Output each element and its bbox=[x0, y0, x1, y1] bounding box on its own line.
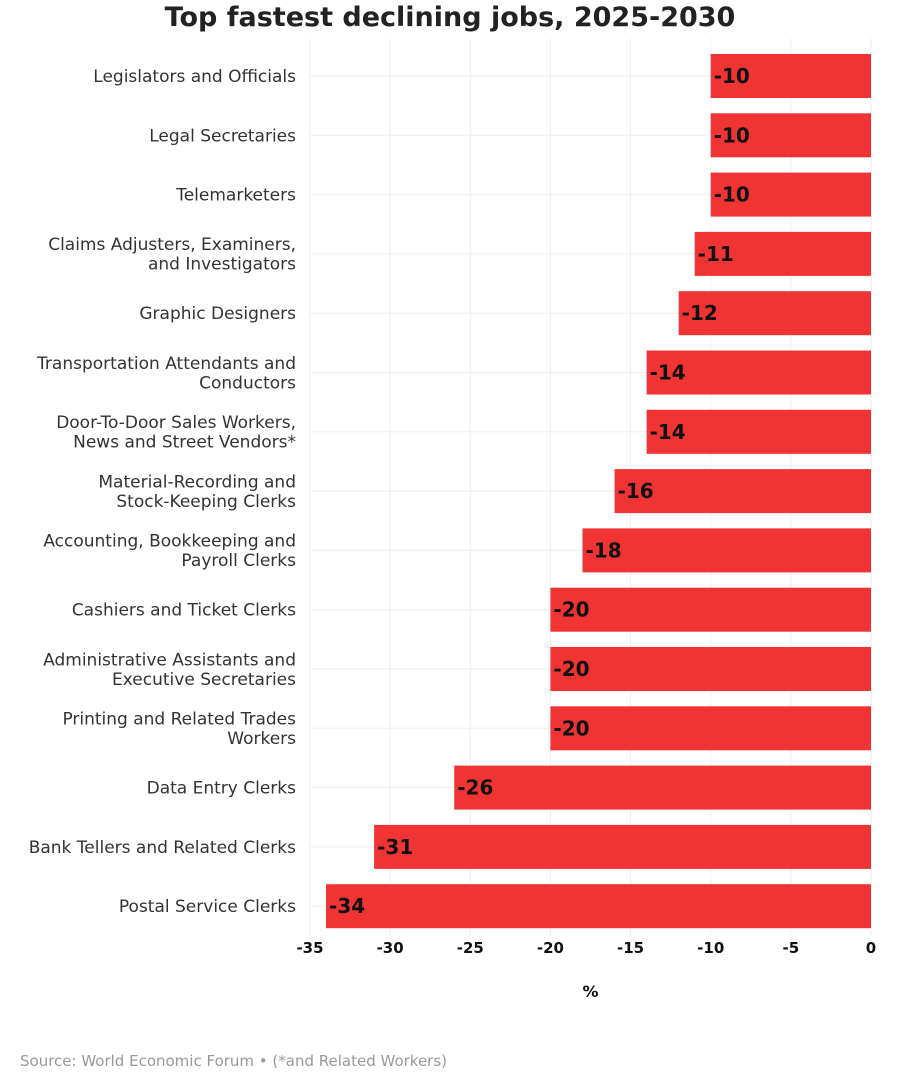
category-label: Bank Tellers and Related Clerks bbox=[29, 838, 296, 858]
bar bbox=[694, 231, 871, 276]
data-label: -16 bbox=[618, 479, 654, 503]
data-label: -12 bbox=[682, 301, 718, 325]
bar bbox=[646, 350, 871, 395]
x-tick-label: -25 bbox=[457, 939, 484, 957]
category-label: Legislators and Officials bbox=[93, 67, 296, 87]
category-label: Claims Adjusters, Examiners, and Investig… bbox=[48, 235, 296, 275]
category-label: Telemarketers bbox=[175, 186, 296, 206]
data-label: -31 bbox=[377, 835, 413, 859]
data-label: -20 bbox=[553, 598, 589, 622]
category-label: Transportation Attendants and Conductors bbox=[36, 354, 296, 394]
category-label: Data Entry Clerks bbox=[147, 779, 297, 799]
data-label: -20 bbox=[553, 657, 589, 681]
data-label: -11 bbox=[698, 242, 734, 266]
data-label: -10 bbox=[714, 183, 750, 207]
x-tick-label: -5 bbox=[783, 939, 800, 957]
bar bbox=[326, 884, 871, 929]
category-label: Postal Service Clerks bbox=[119, 897, 296, 917]
bar bbox=[646, 409, 871, 454]
data-label: -18 bbox=[585, 538, 621, 562]
source-note: Source: World Economic Forum • (*and Rel… bbox=[20, 1052, 448, 1070]
category-label: Administrative Assistants and Executive S… bbox=[43, 650, 296, 690]
bar bbox=[710, 113, 871, 158]
x-tick-label: -15 bbox=[617, 939, 644, 957]
bar-layer bbox=[326, 54, 871, 929]
bar bbox=[550, 587, 871, 632]
x-tick-label: -35 bbox=[296, 939, 323, 957]
data-label: -10 bbox=[714, 64, 750, 88]
category-label: Printing and Related Trades Workers bbox=[62, 710, 296, 750]
x-tick-label: 0 bbox=[866, 939, 876, 957]
category-label: Accounting, Bookkeeping and Payroll Clerk… bbox=[43, 532, 296, 572]
bar bbox=[710, 54, 871, 98]
x-tick-label: -30 bbox=[377, 939, 404, 957]
bar bbox=[550, 706, 871, 751]
label-layer: -10 Legislators and Officials -10 Legal Sec… bbox=[29, 64, 750, 918]
bar bbox=[710, 172, 871, 217]
x-axis-title: % bbox=[582, 982, 598, 1001]
category-label: Graphic Designers bbox=[139, 304, 296, 324]
category-label: Material-Recording and Stock-Keeping Cler… bbox=[98, 472, 296, 512]
x-tick-label: -20 bbox=[537, 939, 564, 957]
bar-chart: -10 Legislators and Officials -10 Legal Sec… bbox=[29, 38, 876, 1001]
data-label: -34 bbox=[329, 894, 365, 918]
chart-title: Top fastest declining jobs, 2025-2030 bbox=[164, 2, 736, 33]
bar bbox=[614, 469, 871, 514]
data-label: -14 bbox=[650, 361, 686, 385]
data-label: -14 bbox=[650, 420, 686, 444]
category-label: Legal Secretaries bbox=[149, 126, 296, 146]
bar bbox=[454, 765, 871, 810]
bar bbox=[550, 647, 871, 691]
bar bbox=[678, 291, 871, 336]
data-label: -26 bbox=[457, 776, 493, 800]
tick-layer: -35 -30 -25 -20 -15 -10 -5 0 bbox=[296, 939, 876, 957]
x-tick-label: -10 bbox=[697, 939, 724, 957]
bar bbox=[582, 528, 871, 573]
bar bbox=[374, 824, 871, 869]
data-label: -10 bbox=[714, 123, 750, 147]
category-label: Cashiers and Ticket Clerks bbox=[72, 601, 296, 621]
category-label: Door-To-Door Sales Workers, News and Stre… bbox=[56, 413, 296, 453]
data-label: -20 bbox=[553, 716, 589, 740]
